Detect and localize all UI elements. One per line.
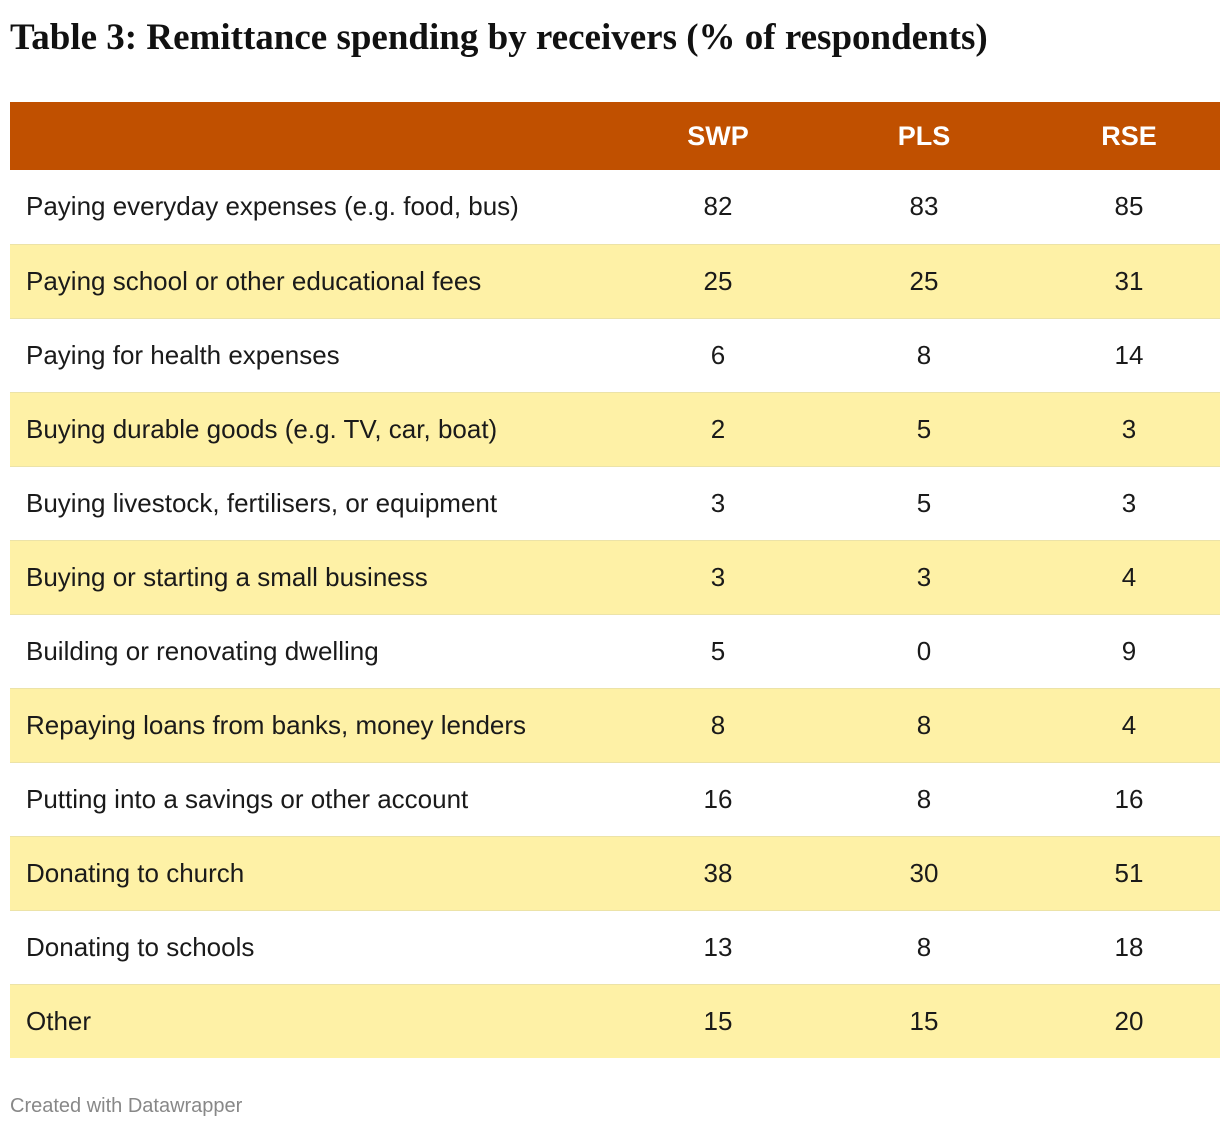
row-label: Paying for health expenses <box>10 317 620 392</box>
table-row: Paying for health expenses 6 8 14 <box>10 317 1220 392</box>
cell-pls: 8 <box>816 761 1032 836</box>
table-header-row: SWP PLS RSE <box>10 102 1220 170</box>
cell-rse: 14 <box>1032 317 1220 392</box>
row-label: Repaying loans from banks, money lenders <box>10 687 620 762</box>
row-label: Other <box>10 983 620 1058</box>
data-table: SWP PLS RSE Paying everyday expenses (e.… <box>10 102 1220 1058</box>
table-row: Building or renovating dwelling 5 0 9 <box>10 613 1220 688</box>
cell-pls: 0 <box>816 613 1032 688</box>
cell-pls: 8 <box>816 317 1032 392</box>
cell-rse: 18 <box>1032 909 1220 984</box>
column-header-swp: SWP <box>687 120 749 151</box>
cell-rse: 4 <box>1032 539 1220 614</box>
table-row: Buying livestock, fertilisers, or equipm… <box>10 465 1220 540</box>
cell-swp: 5 <box>620 613 816 688</box>
row-label: Buying durable goods (e.g. TV, car, boat… <box>10 391 620 466</box>
footer-credit: Created with Datawrapper <box>10 1095 243 1117</box>
cell-swp: 2 <box>620 391 816 466</box>
cell-swp: 3 <box>620 539 816 614</box>
cell-rse: 16 <box>1032 761 1220 836</box>
row-label: Paying everyday expenses (e.g. food, bus… <box>26 191 519 222</box>
table-row: Buying or starting a small business 3 3 4 <box>10 539 1220 614</box>
column-header-label <box>10 102 620 170</box>
cell-swp: 3 <box>620 465 816 540</box>
table-row: Other 15 15 20 <box>10 983 1220 1058</box>
cell-swp: 15 <box>620 983 816 1058</box>
cell-rse: 3 <box>1032 465 1220 540</box>
cell-swp: 8 <box>620 687 816 762</box>
cell-rse: 9 <box>1032 613 1220 688</box>
cell-pls: 30 <box>816 835 1032 910</box>
table-body: Paying everyday expenses (e.g. food, bus… <box>10 170 1220 1058</box>
cell-pls: 8 <box>816 687 1032 762</box>
table-row: Donating to schools 13 8 18 <box>10 909 1220 984</box>
chart-title: Table 3: Remittance spending by receiver… <box>10 17 988 58</box>
cell-rse: 31 <box>1032 243 1220 318</box>
column-header-rse: RSE <box>1101 120 1157 151</box>
row-label: Building or renovating dwelling <box>10 613 620 688</box>
table-row: Paying school or other educational fees 2… <box>10 243 1220 318</box>
cell-pls: 5 <box>816 391 1032 466</box>
row-label: Buying or starting a small business <box>10 539 620 614</box>
cell-rse: 4 <box>1032 687 1220 762</box>
cell-swp: 16 <box>620 761 816 836</box>
table-row: Repaying loans from banks, money lenders… <box>10 687 1220 762</box>
cell-swp: 25 <box>620 243 816 318</box>
cell-swp: 38 <box>620 835 816 910</box>
cell-swp: 13 <box>620 909 816 984</box>
row-label: Putting into a savings or other account <box>10 761 620 836</box>
cell-swp: 82 <box>703 191 733 222</box>
cell-rse: 51 <box>1032 835 1220 910</box>
table-row: Paying everyday expenses (e.g. food, bus… <box>10 170 1220 244</box>
cell-pls: 3 <box>816 539 1032 614</box>
cell-pls: 8 <box>816 909 1032 984</box>
cell-rse: 85 <box>1114 191 1144 222</box>
row-label: Paying school or other educational fees <box>10 243 620 318</box>
cell-rse: 20 <box>1032 983 1220 1058</box>
row-label: Donating to church <box>10 835 620 910</box>
cell-swp: 6 <box>620 317 816 392</box>
row-label: Buying livestock, fertilisers, or equipm… <box>10 465 620 540</box>
table-row: Donating to church 38 30 51 <box>10 835 1220 910</box>
cell-pls: 25 <box>816 243 1032 318</box>
cell-pls: 5 <box>816 465 1032 540</box>
cell-pls: 83 <box>909 191 939 222</box>
cell-rse: 3 <box>1032 391 1220 466</box>
column-header-pls: PLS <box>897 120 951 151</box>
table-row: Putting into a savings or other account 1… <box>10 761 1220 836</box>
table-row: Buying durable goods (e.g. TV, car, boat… <box>10 391 1220 466</box>
row-label: Donating to schools <box>10 909 620 984</box>
cell-pls: 15 <box>816 983 1032 1058</box>
